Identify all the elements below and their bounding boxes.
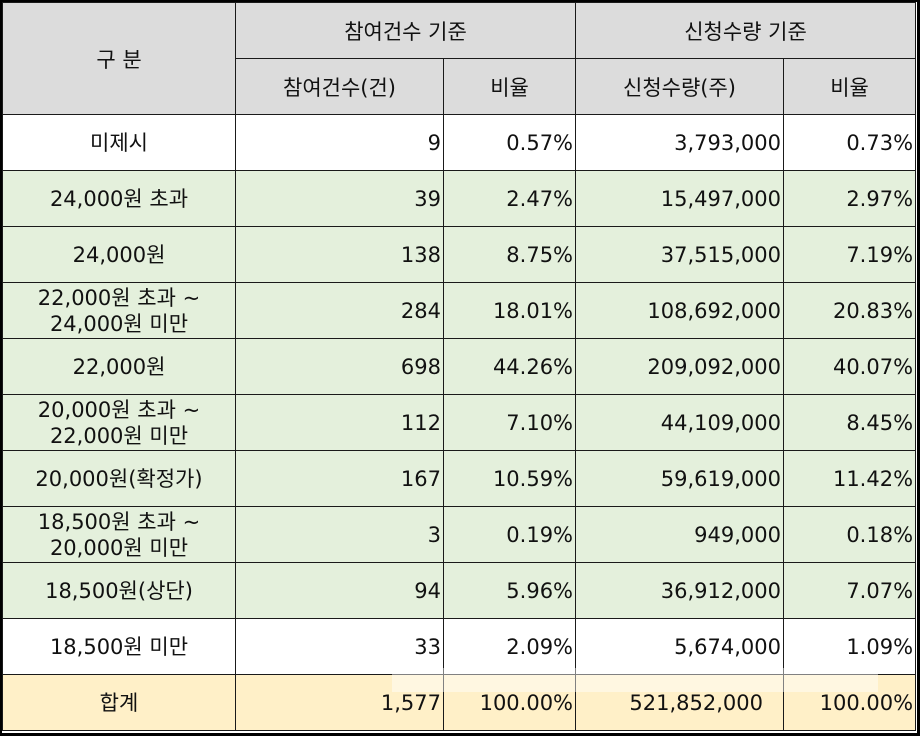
header-row-1: 구 분 참여건수 기준 신청수량 기준: [2, 2, 917, 115]
quantity-ratio-cell: 0.18%: [783, 506, 917, 563]
row-label: 24,000원: [2, 226, 236, 283]
row-label: 22,000원: [2, 338, 236, 395]
quantity-ratio-cell: 2.97%: [783, 170, 917, 227]
quantity-ratio-cell: 1.09%: [783, 618, 917, 675]
quantity-ratio-cell: 11.42%: [783, 450, 917, 507]
header-group-quantity: 신청수량 기준: [575, 2, 917, 59]
table-row: 18,500원 미만 33 2.09% 5,674,000 1.09%: [2, 618, 917, 675]
count-ratio-cell: 2.09%: [442, 618, 577, 675]
row-label: 20,000원(확정가): [2, 450, 236, 507]
quantity-cell: 37,515,000: [575, 226, 785, 283]
quantity-cell: 5,674,000: [575, 618, 785, 675]
count-cell: 3: [235, 506, 444, 563]
table-row: 20,000원 초과 ~22,000원 미만 112 7.10% 44,109,…: [2, 394, 917, 451]
total-count-cell: 1,577: [235, 674, 444, 731]
header-count: 참여건수(건): [235, 58, 444, 115]
total-quantity-ratio-cell: 100.00%: [783, 674, 917, 731]
row-label: 22,000원 초과 ~24,000원 미만: [2, 282, 236, 339]
row-label: 24,000원 초과: [2, 170, 236, 227]
quantity-cell: 44,109,000: [575, 394, 785, 451]
table-row: 22,000원 초과 ~24,000원 미만 284 18.01% 108,69…: [2, 282, 917, 339]
count-ratio-cell: 0.57%: [442, 114, 577, 171]
total-count-ratio-cell: 100.00%: [442, 674, 577, 731]
count-cell: 39: [235, 170, 444, 227]
row-label: 미제시: [2, 114, 236, 171]
row-label: 18,500원 초과 ~20,000원 미만: [2, 506, 236, 563]
quantity-cell: 108,692,000: [575, 282, 785, 339]
count-ratio-cell: 18.01%: [442, 282, 577, 339]
total-row: 합계 1,577 100.00% 521,852,000 100.00%: [2, 674, 917, 731]
row-label: 18,500원 미만: [2, 618, 236, 675]
row-label-line1: 20,000원 초과 ~: [37, 397, 201, 422]
count-cell: 167: [235, 450, 444, 507]
row-label-line1: 22,000원 초과 ~: [37, 285, 201, 310]
row-label-line2: 22,000원 미만: [49, 423, 189, 448]
count-cell: 112: [235, 394, 444, 451]
count-cell: 94: [235, 562, 444, 619]
quantity-ratio-cell: 8.45%: [783, 394, 917, 451]
count-ratio-cell: 0.19%: [442, 506, 577, 563]
table-row: 22,000원 698 44.26% 209,092,000 40.07%: [2, 338, 917, 395]
count-cell: 284: [235, 282, 444, 339]
table-row: 24,000원 초과 39 2.47% 15,497,000 2.97%: [2, 170, 917, 227]
row-label-line1: 18,500원 초과 ~: [37, 509, 201, 534]
quantity-cell: 15,497,000: [575, 170, 785, 227]
count-cell: 698: [235, 338, 444, 395]
quantity-cell: 36,912,000: [575, 562, 785, 619]
table-row: 미제시 9 0.57% 3,793,000 0.73%: [2, 114, 917, 171]
header-count-ratio: 비율: [442, 58, 577, 115]
row-label-line2: 24,000원 미만: [49, 311, 189, 336]
quantity-cell: 209,092,000: [575, 338, 785, 395]
header-category: 구 분: [2, 2, 236, 115]
quantity-cell: 59,619,000: [575, 450, 785, 507]
quantity-ratio-cell: 7.07%: [783, 562, 917, 619]
table-row: 18,500원(상단) 94 5.96% 36,912,000 7.07%: [2, 562, 917, 619]
count-ratio-cell: 5.96%: [442, 562, 577, 619]
quantity-ratio-cell: 40.07%: [783, 338, 917, 395]
row-label: 20,000원 초과 ~22,000원 미만: [2, 394, 236, 451]
header-quantity: 신청수량(주): [575, 58, 785, 115]
row-label-line2: 20,000원 미만: [49, 535, 189, 560]
total-label: 합계: [2, 674, 236, 731]
quantity-cell: 949,000: [575, 506, 785, 563]
header-row-2: 참여건수(건) 비율 신청수량(주) 비율: [3, 58, 917, 115]
quantity-ratio-cell: 0.73%: [783, 114, 917, 171]
header-quantity-ratio: 비율: [783, 58, 917, 115]
table-row: 24,000원 138 8.75% 37,515,000 7.19%: [2, 226, 917, 283]
count-ratio-cell: 44.26%: [442, 338, 577, 395]
total-quantity-cell: 521,852,000: [575, 674, 785, 731]
count-ratio-cell: 10.59%: [442, 450, 577, 507]
count-cell: 33: [235, 618, 444, 675]
table-row: 20,000원(확정가) 167 10.59% 59,619,000 11.42…: [2, 450, 917, 507]
header-group-count: 참여건수 기준: [234, 2, 577, 59]
count-ratio-cell: 8.75%: [442, 226, 577, 283]
quantity-ratio-cell: 7.19%: [783, 226, 917, 283]
count-cell: 9: [235, 114, 444, 171]
quantity-ratio-cell: 20.83%: [783, 282, 917, 339]
count-ratio-cell: 2.47%: [442, 170, 577, 227]
table-row: 18,500원 초과 ~20,000원 미만 3 0.19% 949,000 0…: [2, 506, 917, 563]
quantity-cell: 3,793,000: [575, 114, 785, 171]
count-cell: 138: [235, 226, 444, 283]
count-ratio-cell: 7.10%: [442, 394, 577, 451]
row-label: 18,500원(상단): [2, 562, 236, 619]
